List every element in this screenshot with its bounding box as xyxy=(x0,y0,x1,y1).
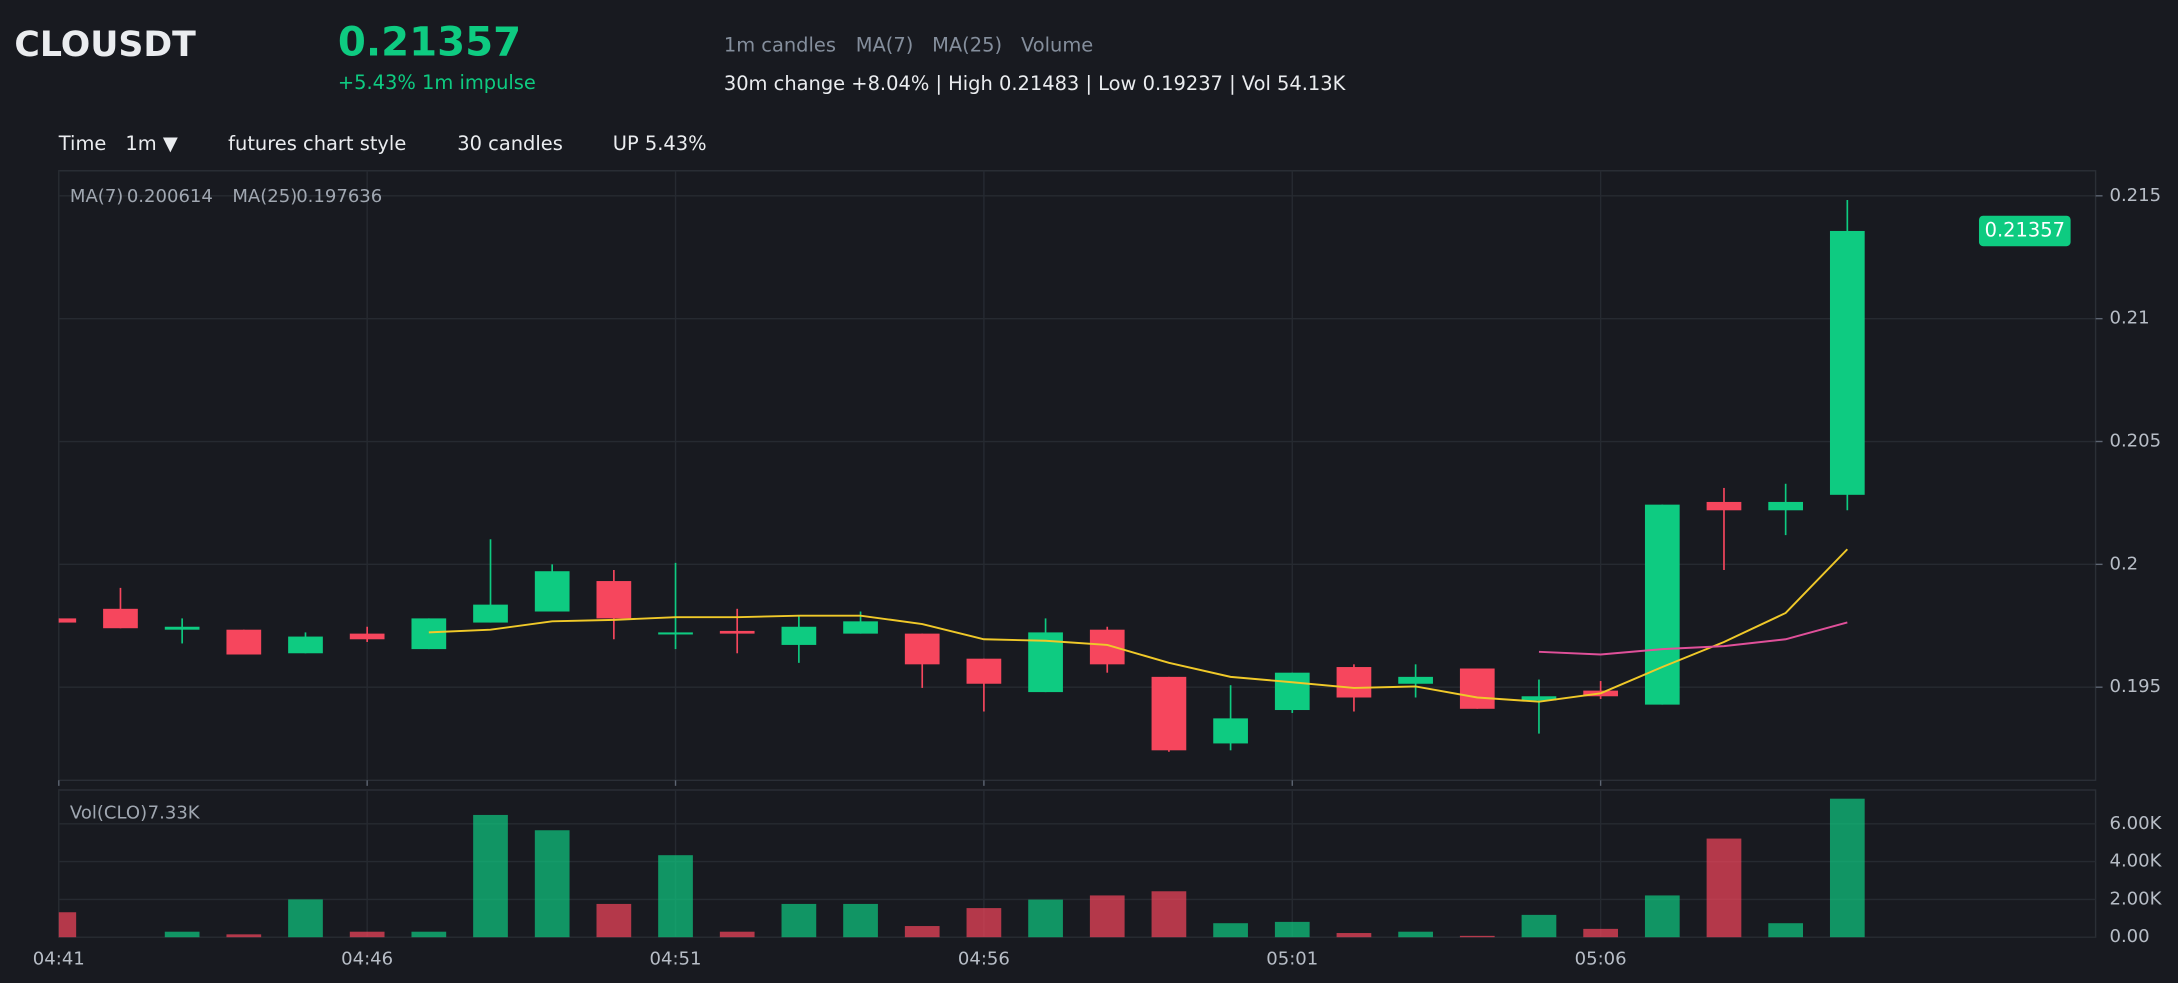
y-tick-label: 4.00K xyxy=(2109,851,2162,872)
candle-body xyxy=(411,618,447,650)
price-tag-bg xyxy=(1978,215,2071,247)
candle-body xyxy=(226,629,262,655)
volume-legend: Vol(CLO) xyxy=(70,803,147,824)
candle-body xyxy=(58,618,77,623)
volume-bar xyxy=(1151,891,1187,938)
candle-body xyxy=(1336,667,1372,698)
candle-body xyxy=(288,636,323,654)
indicator[interactable]: Volume xyxy=(1021,33,1093,56)
ma-line xyxy=(428,548,1849,703)
legend-name: MA(25) xyxy=(232,186,297,207)
y-tick-label: 0.195 xyxy=(2109,676,2161,697)
trend: UP 5.43% xyxy=(613,132,707,155)
candle-body xyxy=(904,633,940,665)
volume-bar xyxy=(226,934,262,938)
x-tick-label: 05:06 xyxy=(1575,948,1627,969)
candle-body xyxy=(781,626,817,645)
volume-bar xyxy=(1644,895,1680,938)
candle-body xyxy=(1706,501,1742,511)
volume-bar xyxy=(1336,933,1372,938)
ma-line xyxy=(1538,621,1848,656)
volume-bar xyxy=(596,903,632,938)
y-tick-label: 0.205 xyxy=(2109,431,2161,452)
volume-bar xyxy=(1089,895,1125,938)
candle-body xyxy=(1089,629,1125,665)
candle-body xyxy=(164,626,200,630)
x-tick-label: 04:56 xyxy=(958,948,1010,969)
volume-bar xyxy=(966,908,1002,938)
x-tick-label: 04:46 xyxy=(341,948,393,969)
candle-body xyxy=(1151,676,1187,751)
price: 0.21357 xyxy=(338,19,521,65)
volume-bar xyxy=(58,912,77,938)
toolbar-time: Time xyxy=(58,132,107,155)
y-tick-label: 2.00K xyxy=(2109,888,2162,909)
x-tick-label: 05:01 xyxy=(1266,948,1318,969)
candle-body xyxy=(966,658,1002,684)
candle-body xyxy=(1768,501,1804,511)
volume-bar xyxy=(1706,838,1742,938)
price-tag: 0.21357 xyxy=(1985,218,2065,241)
volume-bar xyxy=(1768,923,1804,938)
impulse: +5.43% 1m impulse xyxy=(338,71,536,94)
volume-bar xyxy=(411,931,447,938)
volume-bar xyxy=(1274,921,1310,938)
volume-bar xyxy=(288,899,323,938)
candle-body xyxy=(349,633,385,640)
candle-count: 30 candles xyxy=(457,132,563,155)
volume-bar xyxy=(534,830,570,938)
volume-bar xyxy=(781,903,817,938)
symbol: CLOUSDT xyxy=(14,25,196,65)
volume-bar xyxy=(1583,928,1618,938)
volume-bar xyxy=(473,814,508,938)
candle-body xyxy=(1829,230,1865,495)
y-tick-label: 0.00 xyxy=(2109,926,2149,947)
candle-body xyxy=(1459,668,1495,709)
volume-bar xyxy=(1459,935,1495,938)
volume-legend-value: 7.33K xyxy=(148,803,201,824)
candle-body xyxy=(1398,676,1433,684)
candle-body xyxy=(719,630,755,634)
candle-body xyxy=(658,632,693,635)
legend-name: MA(7) xyxy=(70,186,123,207)
indicator[interactable]: 1m candles xyxy=(724,33,836,56)
candle-body xyxy=(1521,696,1557,701)
volume-bar xyxy=(1213,923,1248,938)
x-tick-label: 04:51 xyxy=(650,948,702,969)
candle-body xyxy=(473,604,508,623)
y-tick-label: 0.2 xyxy=(2109,553,2138,574)
volume-bar xyxy=(1521,914,1557,938)
candle-body xyxy=(1644,504,1680,705)
indicator[interactable]: MA(25) xyxy=(932,33,1002,56)
volume-bar xyxy=(719,931,755,938)
chart-style[interactable]: futures chart style xyxy=(228,132,406,155)
volume-bar xyxy=(843,903,878,938)
legend-value: 0.200614 xyxy=(127,186,213,207)
candle-body xyxy=(1213,718,1248,744)
stats: 30m change +8.04% | High 0.21483 | Low 0… xyxy=(724,72,1347,95)
legend-value: 0.197636 xyxy=(296,186,382,207)
interval-select[interactable]: 1m ▼ xyxy=(125,132,177,155)
candle-body xyxy=(103,608,138,629)
volume-bar xyxy=(1829,798,1865,938)
volume-bar xyxy=(658,855,693,938)
volume-bar xyxy=(904,926,940,938)
volume-bar xyxy=(1028,899,1063,938)
y-tick-label: 6.00K xyxy=(2109,813,2162,834)
candle-body xyxy=(843,621,878,634)
volume-bar xyxy=(164,931,200,938)
y-tick-label: 0.21 xyxy=(2109,308,2149,329)
candle-body xyxy=(534,571,570,612)
volume-bar xyxy=(1398,931,1433,938)
x-tick-label: 04:41 xyxy=(33,948,85,969)
indicator[interactable]: MA(7) xyxy=(856,33,914,56)
volume-bar xyxy=(349,931,385,938)
candle-body xyxy=(596,581,632,619)
y-tick-label: 0.215 xyxy=(2109,185,2161,206)
candle-body xyxy=(1274,672,1310,711)
